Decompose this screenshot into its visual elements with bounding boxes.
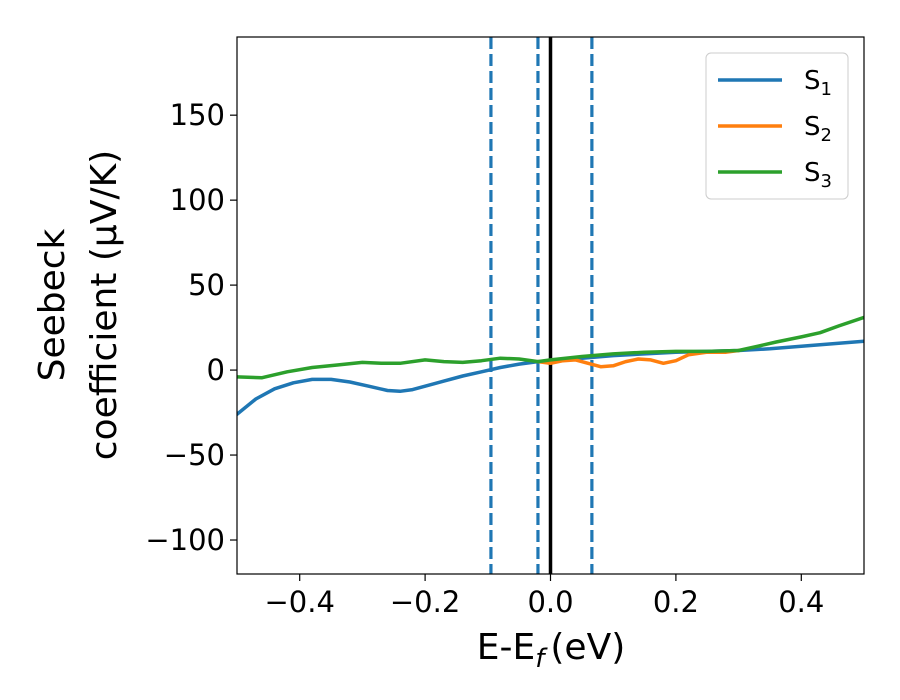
series-line-s3 <box>237 315 864 380</box>
y-tick-label: 150 <box>170 98 225 132</box>
y-tick-label: 0 <box>207 353 225 387</box>
y-tick-label: 50 <box>188 268 225 302</box>
x-tick-label: 0.2 <box>653 585 699 619</box>
y-axis-label-line1: Seebeck <box>32 228 73 381</box>
x-tick-label: 0.4 <box>778 585 824 619</box>
legend-label-s1: S1 <box>804 66 832 100</box>
legend-label-s3: S3 <box>804 158 832 192</box>
legend: S1 S2 S3 <box>705 52 849 200</box>
legend-label-s2: S2 <box>804 112 832 146</box>
x-axis: −0.4 −0.2 0.0 0.2 0.4 <box>264 574 824 619</box>
x-axis-label: E-Ef (eV) <box>477 627 626 674</box>
series-line-s2 <box>536 348 741 369</box>
y-tick-label: −50 <box>164 438 225 472</box>
y-axis-label-group: Seebeck coefficient (μV/K) <box>32 150 125 460</box>
y-tick-label: 100 <box>170 183 225 217</box>
y-axis-label-line2: coefficient (μV/K) <box>84 150 125 460</box>
y-tick-label: −100 <box>145 523 225 557</box>
x-tick-label: −0.2 <box>390 585 460 619</box>
y-axis: −100 −50 0 50 100 150 <box>145 98 237 557</box>
plot-content <box>237 37 864 574</box>
plot-area <box>236 36 865 575</box>
x-tick-label: 0.0 <box>527 585 573 619</box>
x-tick-label: −0.4 <box>264 585 334 619</box>
